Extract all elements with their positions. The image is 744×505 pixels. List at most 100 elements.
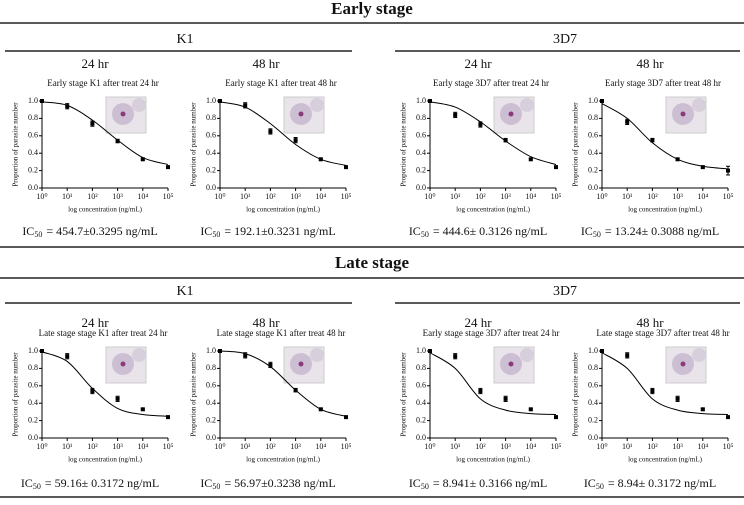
x-tick-label: 10³ xyxy=(672,192,683,201)
inset-parasite xyxy=(508,361,514,367)
x-tick-label: 10⁵ xyxy=(163,442,174,451)
fit-curve xyxy=(41,101,169,165)
y-tick-label: 1.0 xyxy=(206,96,216,105)
ic50-prefix: IC xyxy=(409,224,421,238)
y-tick-label: 0.8 xyxy=(588,363,598,372)
data-point xyxy=(243,353,248,358)
x-tick-label: 10¹ xyxy=(240,192,251,201)
y-tick-label: 0.6 xyxy=(588,131,598,140)
strain-label: K1 xyxy=(176,32,193,47)
time-label: 48 hr xyxy=(252,315,280,330)
data-point xyxy=(528,157,533,162)
y-tick-label: 0.4 xyxy=(588,398,598,407)
x-tick-label: 10⁵ xyxy=(163,192,174,201)
y-tick-label: 0.6 xyxy=(206,131,216,140)
x-tick-label: 10³ xyxy=(112,192,123,201)
y-tick-label: 0.0 xyxy=(206,433,216,442)
y-tick-label: 0.6 xyxy=(416,381,426,390)
x-axis-label: log concentration (ng/mL) xyxy=(68,456,143,464)
data-point xyxy=(166,415,170,420)
y-tick-label: 0.2 xyxy=(206,415,216,424)
fit-curve xyxy=(601,352,729,416)
x-tick-label: 10⁵ xyxy=(341,192,352,201)
y-axis-label: Proportion of parasite number xyxy=(400,102,408,187)
inset-cell xyxy=(310,348,324,362)
inset-parasite xyxy=(680,361,686,367)
x-tick-label: 10⁰ xyxy=(214,192,225,201)
x-tick-label: 10⁰ xyxy=(424,442,435,451)
data-point xyxy=(650,138,655,143)
x-tick-label: 10⁵ xyxy=(551,442,562,451)
x-tick-label: 10³ xyxy=(112,442,123,451)
data-point xyxy=(90,389,95,394)
x-tick-label: 10³ xyxy=(672,442,683,451)
data-point xyxy=(65,104,70,109)
x-tick-label: 10¹ xyxy=(450,442,461,451)
x-tick-label: 10³ xyxy=(290,442,301,451)
y-axis-label: Proportion of parasite number xyxy=(12,352,20,437)
x-axis-label: log concentration (ng/mL) xyxy=(68,206,143,214)
time-label: 24 hr xyxy=(464,56,492,71)
ic50-text: = 444.6± 0.3126 ng/mL xyxy=(433,224,547,238)
data-point xyxy=(478,122,483,127)
x-tick-label: 10⁰ xyxy=(36,192,47,201)
ic50-text: = 454.7±0.3295 ng/mL xyxy=(46,224,157,238)
data-point xyxy=(40,99,44,103)
inset-parasite xyxy=(120,111,126,117)
y-tick-label: 0.2 xyxy=(28,415,38,424)
y-tick-label: 0.8 xyxy=(588,113,598,122)
data-point xyxy=(700,407,705,412)
x-tick-label: 10² xyxy=(87,442,98,451)
y-axis-label: Proportion of parasite number xyxy=(572,352,580,437)
inset-parasite xyxy=(680,111,686,117)
fit-curve xyxy=(429,352,557,416)
ic50-text: = 13.24± 0.3088 ng/mL xyxy=(605,224,719,238)
ic50-label: IC50 = 192.1±0.3231 ng/mL xyxy=(200,224,335,239)
y-tick-label: 0.8 xyxy=(206,363,216,372)
data-point xyxy=(478,389,483,394)
ic50-prefix: IC xyxy=(22,224,34,238)
chart-title: Late stage stage K1 after treat 48 hr xyxy=(217,328,346,338)
x-tick-label: 10² xyxy=(475,442,486,451)
y-tick-label: 0.8 xyxy=(28,363,38,372)
x-axis-label: log concentration (ng/mL) xyxy=(628,206,703,214)
y-tick-label: 0.6 xyxy=(28,381,38,390)
ic50-label: IC50 = 56.97±0.3238 ng/mL xyxy=(200,476,335,491)
chart-title: Early stage stage 3D7 after treat 24 hr xyxy=(423,328,560,338)
ic50-prefix: IC xyxy=(200,476,212,490)
fit-curve xyxy=(601,103,729,170)
y-tick-label: 1.0 xyxy=(588,346,598,355)
x-tick-label: 10⁵ xyxy=(723,192,734,201)
y-tick-label: 0.2 xyxy=(588,415,598,424)
data-point xyxy=(528,407,533,412)
y-tick-label: 1.0 xyxy=(28,96,38,105)
y-tick-label: 0.4 xyxy=(206,148,216,157)
x-tick-label: 10³ xyxy=(500,192,511,201)
x-tick-label: 10⁴ xyxy=(697,192,708,201)
x-axis-label: log concentration (ng/mL) xyxy=(246,206,321,214)
x-tick-label: 10⁴ xyxy=(697,442,708,451)
ic50-label: IC50 = 454.7±0.3295 ng/mL xyxy=(22,224,157,239)
strain-label: 3D7 xyxy=(553,284,577,299)
data-point xyxy=(503,138,508,143)
ic50-sub: 50 xyxy=(421,230,429,239)
x-tick-label: 10⁴ xyxy=(137,442,148,451)
chart-title: Early stage K1 after treat 48 hr xyxy=(225,78,336,88)
x-tick-label: 10⁰ xyxy=(596,442,607,451)
data-point xyxy=(318,407,323,412)
y-tick-label: 1.0 xyxy=(206,346,216,355)
chart-title: Early stage 3D7 after treat 24 hr xyxy=(433,78,549,88)
y-axis-label: Proportion of parasite number xyxy=(190,352,198,437)
ic50-prefix: IC xyxy=(581,224,593,238)
data-point xyxy=(600,99,604,103)
x-tick-label: 10⁴ xyxy=(137,192,148,201)
data-point xyxy=(344,415,348,420)
data-point xyxy=(625,353,630,358)
y-axis-label: Proportion of parasite number xyxy=(400,352,408,437)
x-axis-label: log concentration (ng/mL) xyxy=(456,206,531,214)
x-tick-label: 10⁵ xyxy=(341,442,352,451)
x-tick-label: 10² xyxy=(87,192,98,201)
ic50-text: = 56.97±0.3238 ng/mL xyxy=(224,476,335,490)
x-axis-label: log concentration (ng/mL) xyxy=(246,456,321,464)
